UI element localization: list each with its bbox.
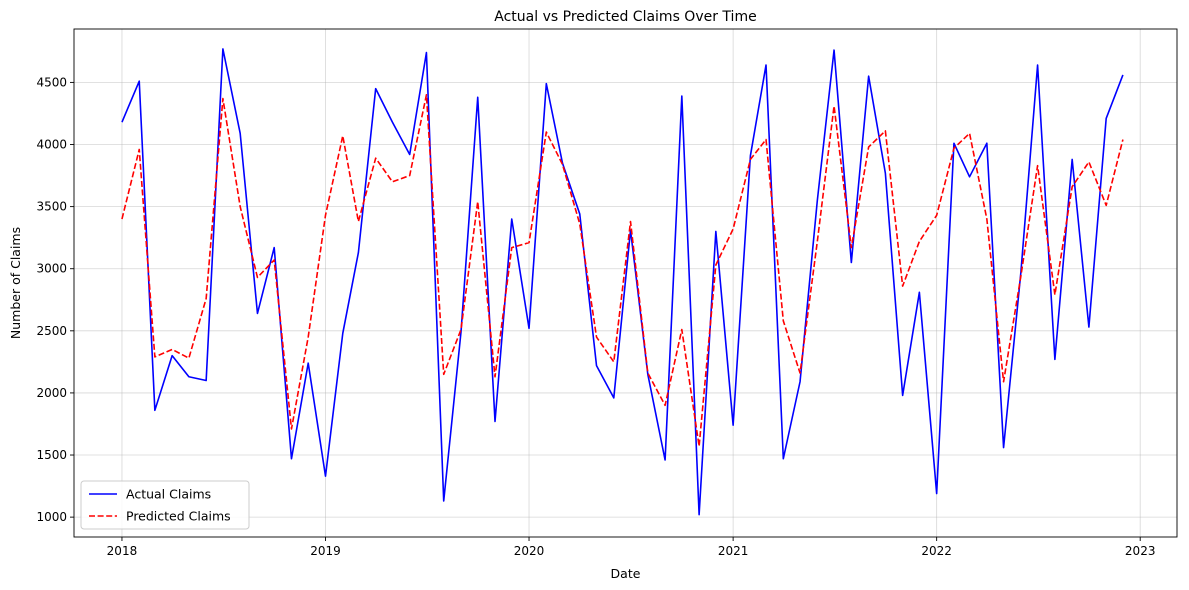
legend-label: Predicted Claims	[126, 509, 231, 524]
x-tick-label: 2023	[1125, 544, 1156, 558]
legend: Actual Claims Predicted Claims	[80, 480, 250, 530]
legend-label: Actual Claims	[126, 487, 211, 502]
y-tick-label: 4000	[36, 138, 67, 152]
y-tick-label: 2000	[36, 386, 67, 400]
y-tick-label: 1000	[36, 510, 67, 524]
x-tick-label: 2021	[718, 544, 749, 558]
actual-claims-line	[121, 48, 1124, 516]
x-axis-ticks: 2018 2019 2020 2021 2022 2023	[107, 537, 1156, 558]
x-tick-label: 2018	[107, 544, 138, 558]
chart-title: Actual vs Predicted Claims Over Time	[494, 9, 756, 25]
x-tick-label: 2022	[921, 544, 952, 558]
x-axis-label: Date	[611, 566, 641, 581]
y-tick-label: 4500	[36, 75, 67, 89]
y-axis-ticks: 1000 1500 2000 2500 3000 3500 4000 4500	[36, 75, 74, 524]
x-tick-label: 2019	[310, 544, 341, 558]
y-tick-label: 3000	[36, 262, 67, 276]
legend-box	[80, 480, 250, 530]
x-tick-label: 2020	[514, 544, 545, 558]
y-tick-label: 2500	[36, 324, 67, 338]
y-tick-label: 1500	[36, 448, 67, 462]
y-axis-label: Number of Claims	[8, 227, 23, 339]
plot-frame	[73, 28, 1178, 538]
y-tick-label: 3500	[36, 200, 67, 214]
series-layer	[121, 48, 1124, 516]
